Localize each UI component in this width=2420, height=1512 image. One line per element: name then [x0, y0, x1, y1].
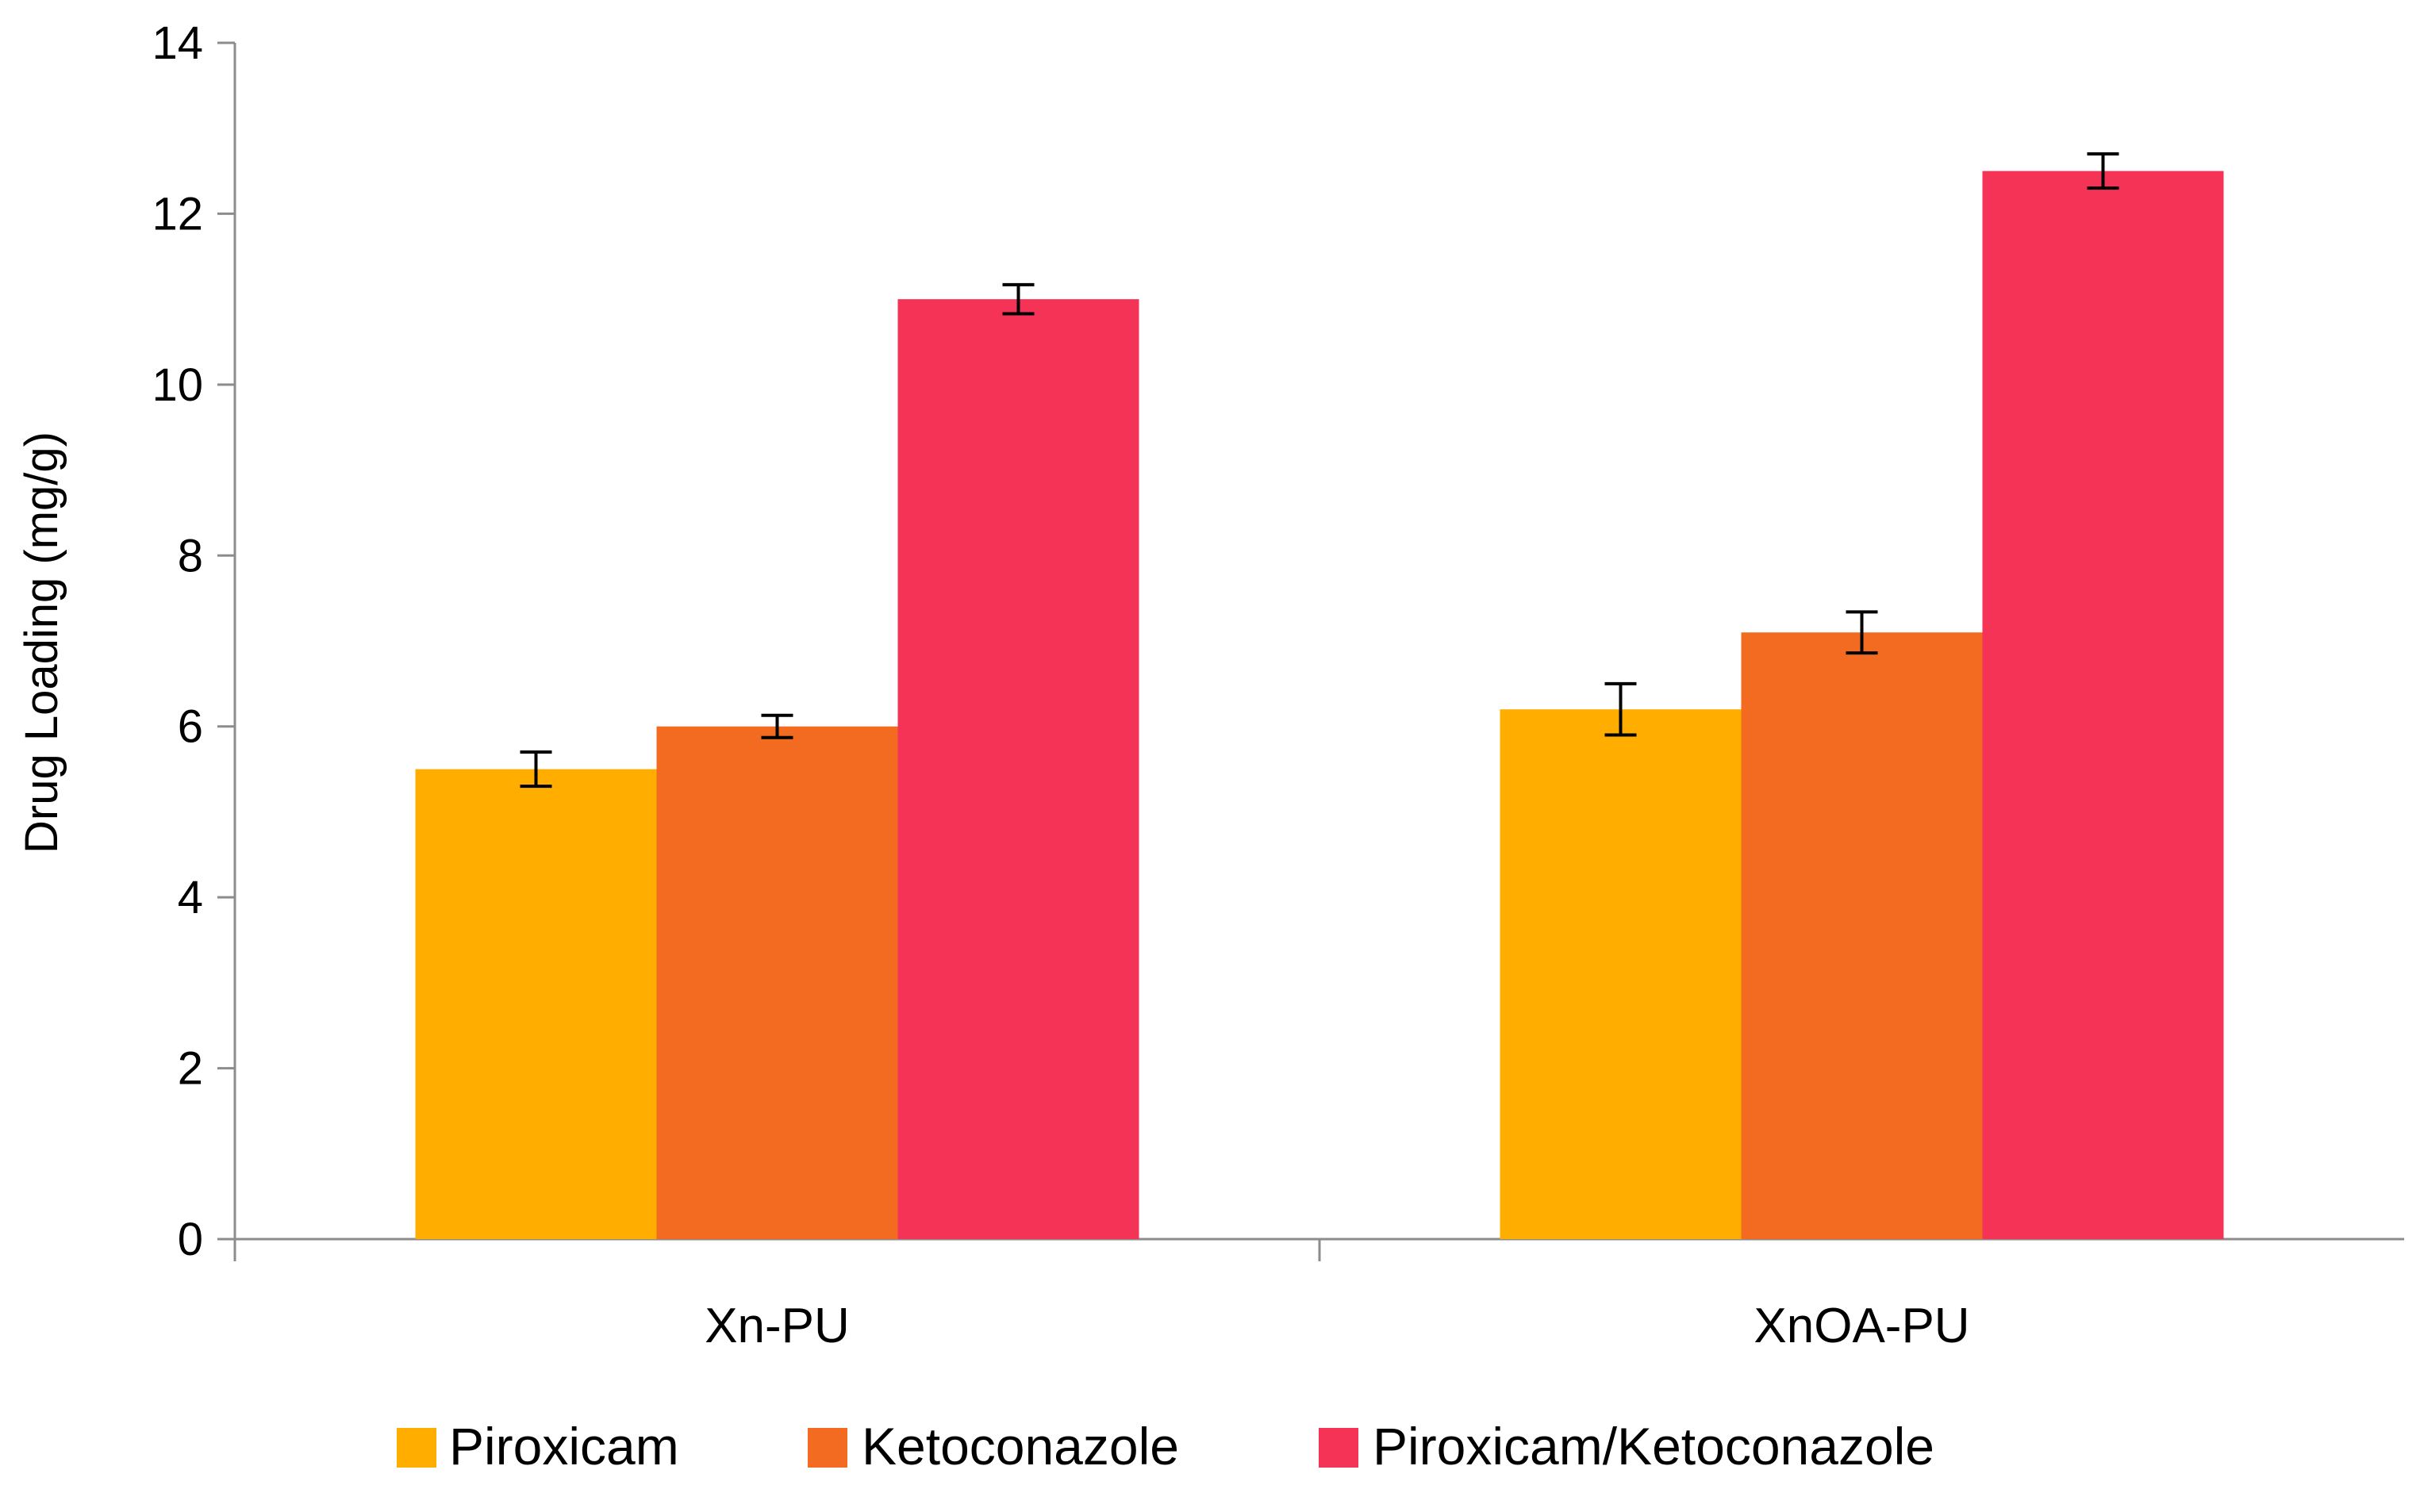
- x-category-label: XnOA-PU: [1754, 1299, 1969, 1353]
- bar-piroxicam-xn-pu: [415, 769, 657, 1239]
- y-tick-label: 12: [152, 188, 203, 240]
- legend-swatch-ketoconazole: [808, 1428, 847, 1468]
- legend-swatch-piroxicam-ketoconazole: [1319, 1428, 1358, 1468]
- bar-piroxicam-xnoa-pu: [1500, 709, 1742, 1239]
- y-tick-label: 8: [178, 530, 203, 581]
- bar-piroxicam-ketoconazole-xnoa-pu: [1982, 171, 2224, 1240]
- legend-label: Piroxicam/Ketoconazole: [1373, 1417, 1934, 1476]
- bar-ketoconazole-xnoa-pu: [1741, 632, 1983, 1239]
- y-tick-label: 10: [152, 359, 203, 411]
- legend: Piroxicam Ketoconazole Piroxicam/Ketoconaz…: [397, 1417, 1934, 1476]
- bar-piroxicam-ketoconazole-xn-pu: [897, 299, 1139, 1240]
- legend-label: Piroxicam: [449, 1417, 679, 1476]
- legend-swatch-piroxicam: [397, 1428, 436, 1468]
- y-tick-label: 2: [178, 1043, 203, 1095]
- y-axis-title: Drug Loading (mg/g): [16, 432, 67, 854]
- x-category-label: Xn-PU: [705, 1299, 850, 1353]
- y-tick-label: 6: [178, 701, 203, 753]
- legend-label: Ketoconazole: [862, 1417, 1179, 1476]
- y-tick-label: 14: [152, 17, 203, 69]
- bar-ketoconazole-xn-pu: [656, 726, 898, 1239]
- y-tick-label: 4: [178, 872, 203, 923]
- y-tick-label: 0: [178, 1214, 203, 1265]
- plot-area: 0 2 4 6 8 10 12 14 Xn-PU XnOA-PU: [152, 17, 2404, 1353]
